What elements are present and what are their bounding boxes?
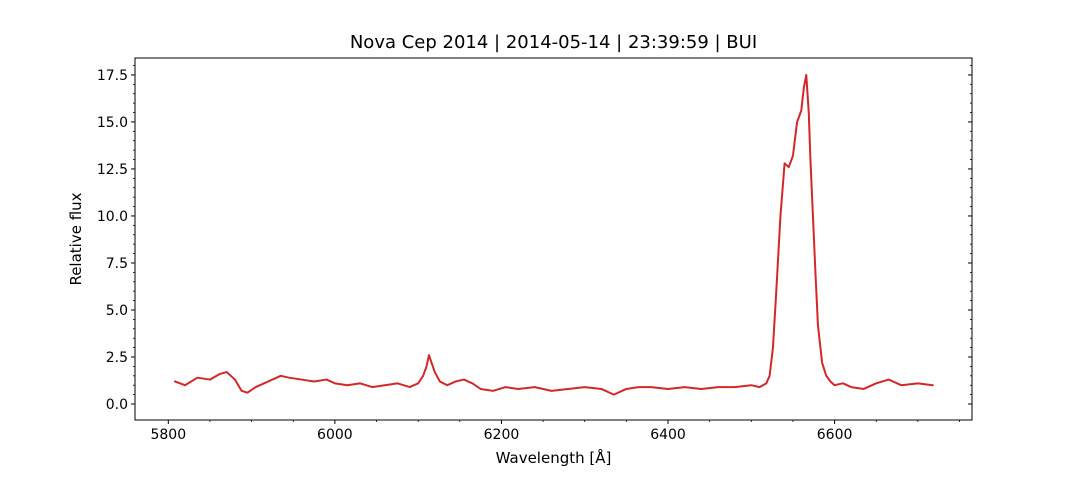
y-tick-label: 17.5 (97, 68, 128, 84)
plot-area (135, 58, 972, 420)
y-tick-label: 2.5 (106, 350, 128, 366)
series-layer (173, 73, 934, 396)
x-tick-label: 6600 (817, 427, 853, 443)
x-axis-label: Wavelength [Å] (496, 448, 612, 467)
y-tick-label: 5.0 (106, 303, 128, 319)
chart-title: Nova Cep 2014 | 2014-05-14 | 23:39:59 | … (350, 32, 757, 53)
x-tick-label: 6200 (484, 427, 520, 443)
y-axis-label: Relative flux (67, 192, 85, 285)
y-tick-label: 10.0 (97, 209, 128, 225)
spectrum-series-line (173, 73, 934, 396)
y-tick-label: 12.5 (97, 162, 128, 178)
x-tick-label: 5800 (150, 427, 186, 443)
ticks-layer: 5800 6000 6200 6400 6600 0.0 2.5 5.0 7.5 10.0 12.5… (97, 65, 972, 443)
y-tick-label: 7.5 (106, 256, 128, 272)
x-tick-label: 6400 (650, 427, 686, 443)
y-tick-label: 0.0 (106, 397, 128, 413)
y-tick-label: 15.0 (97, 115, 128, 131)
x-tick-label: 6000 (317, 427, 353, 443)
plot-frame (134, 57, 973, 421)
